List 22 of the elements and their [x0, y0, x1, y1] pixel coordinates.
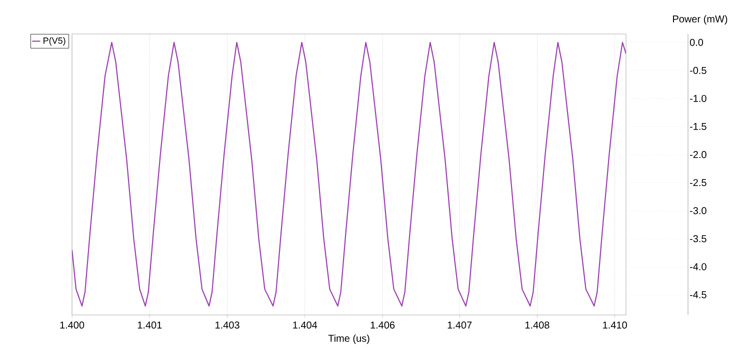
y-tick-label: -3.0 — [690, 207, 706, 214]
y-tick-label: -1.5 — [690, 123, 706, 130]
y-tick-label: -3.5 — [690, 235, 706, 242]
y-tick-label: -4.5 — [690, 291, 706, 298]
x-tick-label: 1.401 — [138, 322, 162, 329]
x-tick-label: 1.404 — [293, 322, 318, 329]
x-tick-label: 1.410 — [603, 322, 627, 329]
y-tick-label: -2.0 — [690, 151, 706, 158]
x-tick-label: 1.406 — [370, 322, 395, 329]
y-tick-label: -2.5 — [690, 179, 706, 186]
x-tick-label: 1.400 — [60, 322, 84, 329]
x-tick-label: 1.407 — [448, 322, 472, 329]
line-series — [72, 42, 626, 307]
y-tick-label: -4.0 — [690, 263, 706, 270]
y-tick-label: 0.0 — [690, 38, 704, 46]
x-axis-title: Time (us) — [328, 334, 370, 344]
y-tick-label: -1.0 — [690, 94, 706, 102]
x-tick-label: 1.408 — [525, 322, 550, 329]
y-axis-title: Power (mW) — [673, 15, 728, 24]
x-tick-label: 1.403 — [216, 322, 240, 329]
y-tick-label: -0.5 — [690, 66, 706, 74]
legend-label: P(V5) — [44, 37, 66, 46]
